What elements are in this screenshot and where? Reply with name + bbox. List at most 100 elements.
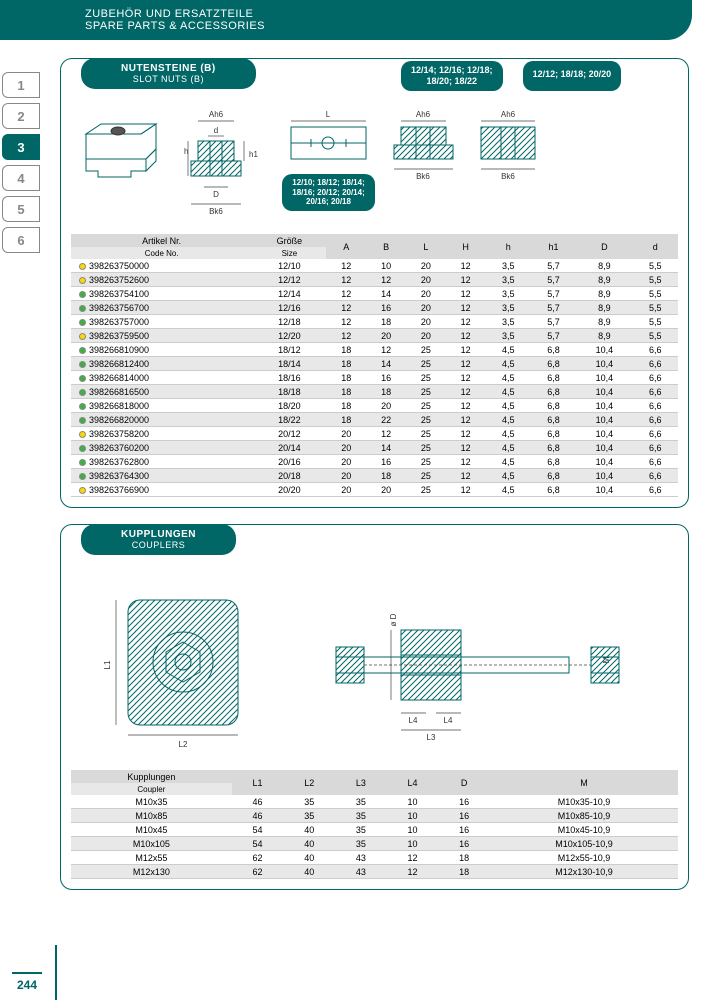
cell: 6,6 <box>633 385 678 399</box>
cell: 20 <box>406 273 446 287</box>
cell: 5,5 <box>633 329 678 343</box>
status-dot <box>79 431 86 438</box>
cell: 12 <box>446 287 486 301</box>
svg-text:L1: L1 <box>103 660 112 669</box>
status-dot <box>79 347 86 354</box>
cell: 6,6 <box>633 427 678 441</box>
cell: 4,5 <box>486 469 531 483</box>
cell: 12 <box>326 329 366 343</box>
cell: 10 <box>366 259 406 273</box>
cell: 5,5 <box>633 259 678 273</box>
cell: 40 <box>283 851 335 865</box>
cell: 3,5 <box>486 329 531 343</box>
status-dot <box>79 403 86 410</box>
cell: 3,5 <box>486 301 531 315</box>
coupler-diagrams: L1 L2 ø D M <box>71 585 678 755</box>
status-dot <box>79 305 86 312</box>
cell: 12 <box>446 483 486 497</box>
status-dot <box>79 263 86 270</box>
cell: 14 <box>366 441 406 455</box>
table-row: M10x455440351016M10x45-10,9 <box>71 823 678 837</box>
cell: 12 <box>387 865 439 879</box>
cell: 4,5 <box>486 343 531 357</box>
cell: 10 <box>387 823 439 837</box>
table-row: 39826681800018/20182025124,56,810,46,6 <box>71 399 678 413</box>
cell: 62 <box>232 865 284 879</box>
cell: 6,8 <box>531 413 576 427</box>
cell: 20 <box>326 483 366 497</box>
cell: 10 <box>387 809 439 823</box>
tab-2[interactable]: 2 <box>2 103 40 129</box>
cell: 25 <box>406 413 446 427</box>
cell: 3,5 <box>486 273 531 287</box>
cell-code: 398263764300 <box>71 469 252 483</box>
cell-code: 398263754100 <box>71 287 252 301</box>
table-row: 39826375820020/12201225124,56,810,46,6 <box>71 427 678 441</box>
cell-code: 398263766900 <box>71 483 252 497</box>
cell: 6,6 <box>633 483 678 497</box>
cell: 46 <box>232 809 284 823</box>
tab-4[interactable]: 4 <box>2 165 40 191</box>
cell-size: 18/18 <box>252 385 326 399</box>
cell-size: 20/18 <box>252 469 326 483</box>
status-dot <box>79 389 86 396</box>
cell: M10x35-10,9 <box>490 795 678 809</box>
table-row: M10x354635351016M10x35-10,9 <box>71 795 678 809</box>
tab-5[interactable]: 5 <box>2 196 40 222</box>
header-line-en: SPARE PARTS & ACCESSORIES <box>85 20 672 32</box>
cell: 12 <box>446 301 486 315</box>
cell-code: 398266816500 <box>71 385 252 399</box>
cell: 12 <box>446 259 486 273</box>
status-dot <box>79 277 86 284</box>
col-D: D <box>576 234 632 259</box>
cell: 20 <box>406 315 446 329</box>
cell: 25 <box>406 399 446 413</box>
col-L4: L4 <box>387 770 439 795</box>
cell: 12 <box>366 273 406 287</box>
col-M: M <box>490 770 678 795</box>
cell: 10 <box>387 837 439 851</box>
cell: 25 <box>406 441 446 455</box>
cell-size: 12/16 <box>252 301 326 315</box>
cell: 20 <box>326 455 366 469</box>
slot-nuts-title: NUTENSTEINE (B) SLOT NUTS (B) <box>81 58 256 89</box>
cell-size: 18/14 <box>252 357 326 371</box>
tab-6[interactable]: 6 <box>2 227 40 253</box>
table-row: 39826681650018/18181825124,56,810,46,6 <box>71 385 678 399</box>
col-L3: L3 <box>335 770 387 795</box>
tab-1[interactable]: 1 <box>2 72 40 98</box>
col-D: D <box>438 770 490 795</box>
cell-code: 398263758200 <box>71 427 252 441</box>
col-coupler: Coupler <box>71 783 232 795</box>
cell: 5,7 <box>531 259 576 273</box>
cell: 12 <box>326 273 366 287</box>
group-pill-1: 12/14; 12/16; 12/18; 18/20; 18/22 <box>401 61 503 91</box>
cell: 12 <box>326 315 366 329</box>
slot-nut-section-3: Ah6 Bk6 <box>471 109 546 199</box>
cell: 12 <box>446 343 486 357</box>
coupler-side-view: ø D M L4 L4 L3 <box>331 585 651 755</box>
svg-text:L2: L2 <box>178 740 187 749</box>
cell: 12 <box>446 413 486 427</box>
tab-3[interactable]: 3 <box>2 134 40 160</box>
cell: M10x85-10,9 <box>490 809 678 823</box>
cell: 8,9 <box>576 259 632 273</box>
table-row: 39826375670012/16121620123,55,78,95,5 <box>71 301 678 315</box>
cell-code: 398263760200 <box>71 441 252 455</box>
cell: 6,8 <box>531 343 576 357</box>
slot-nuts-table: Artikel Nr.GrößeABLHhh1DdCode No.Size 39… <box>71 234 678 497</box>
cell: 18 <box>326 371 366 385</box>
cell: 4,5 <box>486 413 531 427</box>
cell: 5,5 <box>633 287 678 301</box>
cell: 10,4 <box>576 469 632 483</box>
cell-code: 398263762800 <box>71 455 252 469</box>
title-de: NUTENSTEINE (B) <box>121 63 216 74</box>
col-code: Code No. <box>71 247 252 259</box>
cell: 18 <box>366 315 406 329</box>
slot-nut-section-1: Ah6 d h h1 D Bk6 <box>176 109 271 224</box>
cell: 25 <box>406 483 446 497</box>
cell: 14 <box>366 287 406 301</box>
cell: 6,6 <box>633 343 678 357</box>
cell-size: 18/22 <box>252 413 326 427</box>
cell: 20 <box>326 427 366 441</box>
